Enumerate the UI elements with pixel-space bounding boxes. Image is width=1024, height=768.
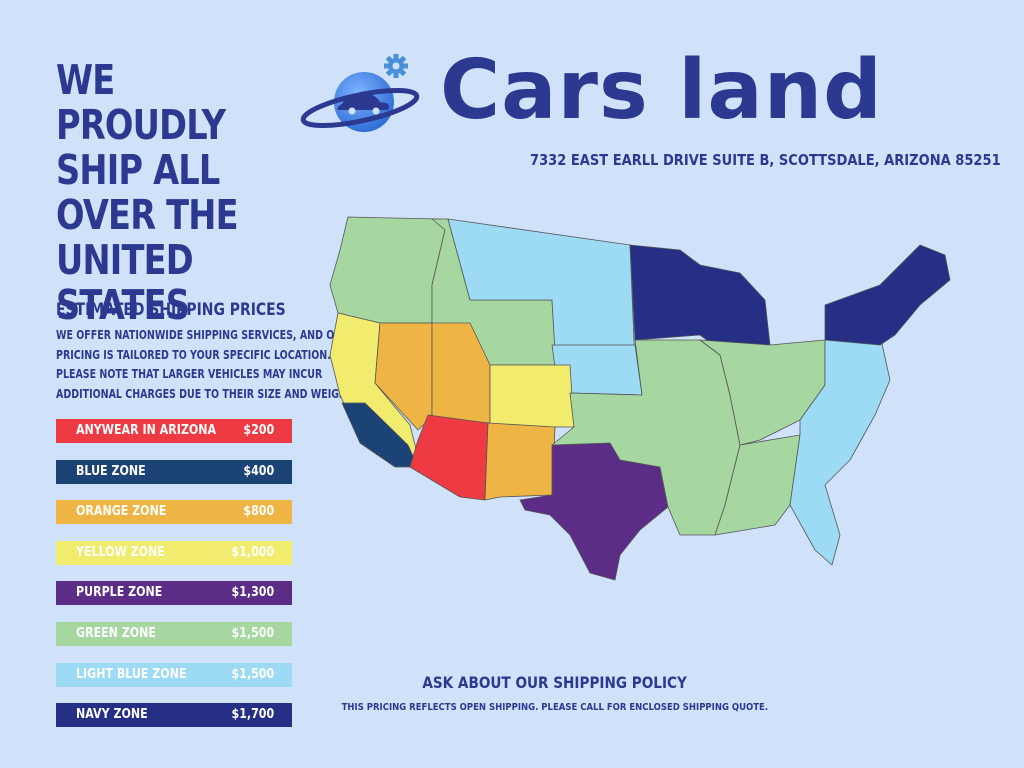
map-region-atlantic: [789, 334, 891, 566]
brand-address: 7332 EAST EARLL DRIVE SUITE B, SCOTTSDAL…: [530, 151, 1001, 169]
gear-icon: [384, 54, 408, 78]
map-region-northwest: [329, 216, 446, 324]
zone-price: $1,000: [231, 544, 274, 560]
headline-line: OVER THE: [56, 191, 239, 239]
map-region-northeast: [824, 244, 951, 346]
policy-note-wrap: THIS PRICING REFLECTS OPEN SHIPPING. PLE…: [0, 697, 1024, 715]
estimated-line: WE OFFER NATIONWIDE SHIPPING SERVICES, A…: [56, 328, 350, 342]
map-region-colorado: [489, 364, 575, 428]
zone-price: $1,500: [231, 666, 274, 682]
estimated-title: ESTIMATED SHIPPING PRICES: [56, 300, 286, 320]
map-region-upper-midwest: [629, 244, 771, 351]
headline-line: SHIP ALL: [56, 146, 220, 194]
map-region-arizona: [409, 414, 489, 501]
zone-name: ORANGE ZONE: [76, 504, 167, 520]
zone-price: $1,500: [231, 625, 274, 641]
headline-line: STATES: [56, 281, 190, 329]
zone-name: GREEN ZONE: [76, 625, 156, 641]
zone-row-purple: PURPLE ZONE $1,300: [56, 581, 292, 606]
headline: WE PROUDLY SHIP ALL OVER THE UNITED STAT…: [56, 58, 269, 328]
zone-price: $200: [243, 423, 274, 438]
zone-name: YELLOW ZONE: [76, 544, 165, 560]
estimated-line: ADDITIONAL CHARGES DUE TO THEIR SIZE AND…: [56, 386, 356, 401]
zone-row-navy: NAVY ZONE $1,700: [56, 703, 292, 728]
zone-row-yellow: YELLOW ZONE $1,000: [56, 540, 292, 565]
zone-name: LIGHT BLUE ZONE: [76, 666, 187, 682]
policy-note: THIS PRICING REFLECTS OPEN SHIPPING. PLE…: [341, 702, 768, 713]
zone-name: PURPLE ZONE: [76, 585, 163, 601]
zone-name: BLUE ZONE: [76, 463, 146, 479]
estimated-line: PRICING IS TAILORED TO YOUR SPECIFIC LOC…: [56, 347, 331, 362]
headline-line: UNITED: [56, 236, 194, 284]
policy-title-wrap: ASK ABOUT OUR SHIPPING POLICY: [0, 673, 1024, 693]
map-region-ohio-valley: [699, 339, 826, 446]
map-region-new-mexico: [484, 422, 556, 501]
estimated-description: WE OFFER NATIONWIDE SHIPPING SERVICES, A…: [56, 326, 356, 404]
brand-name: Cars land: [440, 43, 883, 138]
zone-row-light-blue: LIGHT BLUE ZONE $1,500: [56, 662, 292, 687]
zone-name: NAVY ZONE: [76, 707, 148, 723]
usa-shipping-zone-map: [320, 205, 960, 595]
zone-row-green: GREEN ZONE $1,500: [56, 621, 292, 646]
zone-price-list: ANYWEAR IN ARIZONA $200 BLUE ZONE $400 O…: [56, 419, 292, 744]
zone-price: $1,700: [231, 707, 274, 723]
car-planet-logo-icon: [300, 52, 430, 142]
headline-line: WE PROUDLY: [56, 56, 226, 149]
policy-title: ASK ABOUT OUR SHIPPING POLICY: [422, 673, 687, 692]
zone-row-orange: ORANGE ZONE $800: [56, 500, 292, 525]
zone-row-arizona: ANYWEAR IN ARIZONA $200: [56, 419, 292, 443]
zone-price: $800: [243, 504, 274, 520]
zone-name: ANYWEAR IN ARIZONA: [76, 423, 217, 438]
zone-price: $400: [243, 463, 274, 479]
zone-price: $1,300: [231, 585, 274, 601]
estimated-line: PLEASE NOTE THAT LARGER VEHICLES MAY INC…: [56, 367, 323, 381]
zone-row-blue: BLUE ZONE $400: [56, 459, 292, 484]
